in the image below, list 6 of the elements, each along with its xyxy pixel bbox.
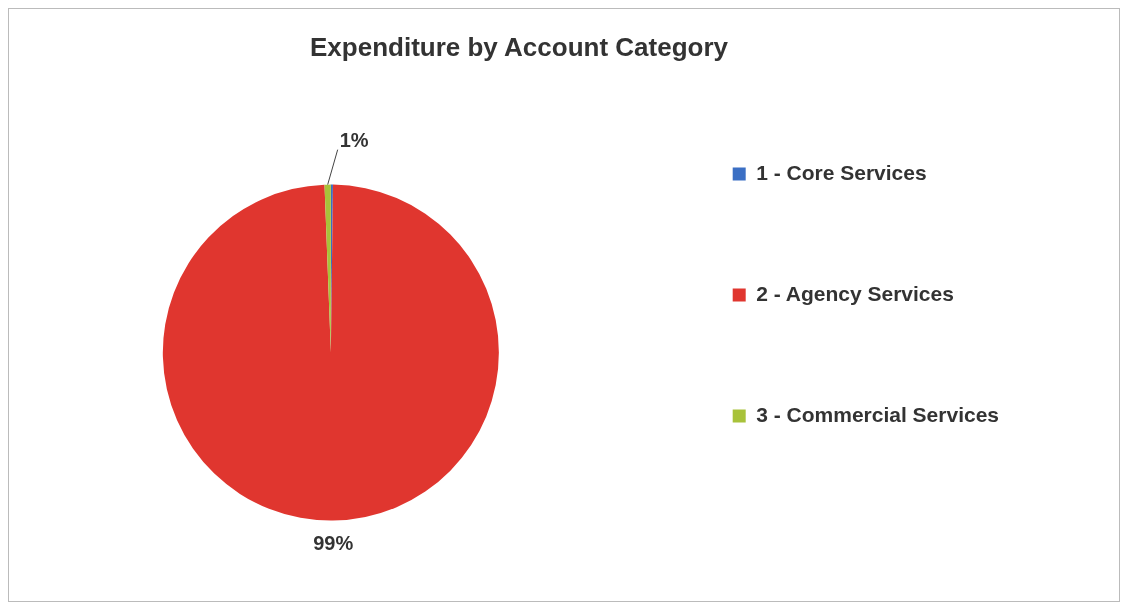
legend-label: 3 - Commercial Services [756, 402, 1000, 426]
data-label: 1% [339, 129, 369, 152]
legend-label: 2 - Agency Services [756, 281, 954, 305]
data-label: 99% [313, 532, 354, 555]
chart-title: Expenditure by Account Category [310, 31, 729, 62]
legend-label: 1 - Core Services [756, 160, 927, 184]
